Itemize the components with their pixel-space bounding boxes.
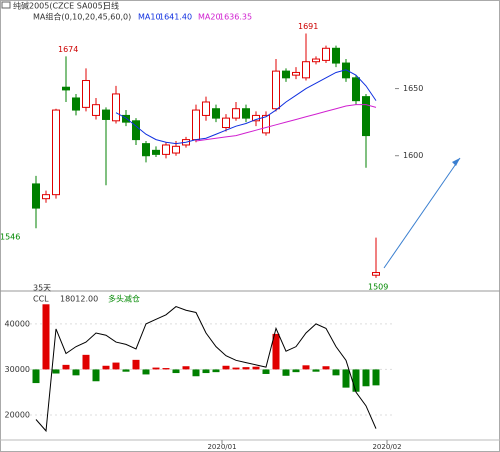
candle-body <box>192 109 200 141</box>
extreme-label: 1546 <box>0 233 20 242</box>
bar <box>192 369 200 377</box>
bar <box>292 369 300 373</box>
y-tick-label: 1650 <box>403 84 423 93</box>
bar <box>362 369 370 387</box>
candle-body <box>122 114 130 123</box>
bar <box>162 368 170 370</box>
ma-line <box>115 69 377 145</box>
candle-body <box>362 96 370 137</box>
bar <box>92 369 100 382</box>
bar <box>302 365 310 370</box>
bar <box>62 364 70 370</box>
indicator: MA组合(0,10,20,45,60,0) <box>33 12 131 22</box>
candle-body <box>322 47 330 61</box>
candle-body <box>172 145 180 154</box>
arrow-head <box>452 158 460 166</box>
x-tick-label: 2020/02 <box>372 443 401 451</box>
extreme-label: 1691 <box>298 22 318 31</box>
bar <box>242 367 250 370</box>
bar <box>212 369 220 373</box>
candle-body <box>232 108 240 119</box>
ma-line <box>195 104 377 142</box>
bar <box>222 365 230 370</box>
candle-body <box>242 108 250 119</box>
candle-body <box>292 71 300 76</box>
candle-body <box>312 58 320 63</box>
bar <box>372 369 380 386</box>
y-tick-label: 20000 <box>5 410 30 419</box>
y-tick-label: 40000 <box>5 319 30 328</box>
candle-body <box>42 194 50 200</box>
bar <box>182 366 190 370</box>
x-tick-label: 2020/01 <box>207 443 236 451</box>
bar <box>312 369 320 372</box>
bar <box>132 359 140 370</box>
y-tick-label: 1600 <box>403 151 423 160</box>
legend-name: MA10 <box>138 13 161 22</box>
bar <box>342 369 350 388</box>
panel-note: 多头减仓 <box>108 294 140 304</box>
candle-body <box>352 77 360 102</box>
extreme-label: 1509 <box>368 282 388 291</box>
bar <box>272 333 280 370</box>
candle-body <box>102 109 110 120</box>
legend-value: 1641.40 <box>159 13 192 22</box>
candle-body <box>302 61 310 79</box>
bar <box>322 366 330 370</box>
candle-body <box>112 93 120 122</box>
candle-body <box>152 149 160 155</box>
position-line <box>35 306 377 433</box>
candle-body <box>32 183 40 209</box>
bar <box>32 369 40 384</box>
bar <box>52 369 60 374</box>
bar <box>172 369 180 374</box>
candle-body <box>52 109 60 196</box>
candle-body <box>142 143 150 157</box>
bar <box>142 369 150 375</box>
candle-body <box>222 117 230 129</box>
panel-value: 18012.00 <box>60 295 98 304</box>
panel-title: CCL <box>33 295 49 304</box>
icon <box>1 1 11 9</box>
bar <box>42 304 50 370</box>
trend-arrow <box>383 157 461 269</box>
candle-body <box>132 120 140 141</box>
chart-title: 纯碱2005(CZCE SA005) <box>13 1 106 11</box>
bar <box>202 369 210 374</box>
bar <box>262 369 270 374</box>
annotation: 35天 <box>33 284 51 293</box>
candle-body <box>62 86 70 91</box>
y-tick-label: 30000 <box>5 365 30 374</box>
extreme-label: 1674 <box>58 45 78 54</box>
candle-body <box>212 108 220 119</box>
bar <box>282 369 290 376</box>
bar <box>252 366 260 370</box>
bar <box>112 362 120 370</box>
candle-body <box>202 101 210 116</box>
candle-body <box>262 114 270 134</box>
candle-body <box>92 104 100 116</box>
bar <box>72 369 80 376</box>
period: 日线 <box>103 1 119 11</box>
bar <box>332 369 340 376</box>
candle-body <box>332 47 340 64</box>
candle-body <box>272 70 280 110</box>
candle-body <box>162 144 170 155</box>
bar <box>122 369 130 372</box>
candle-body <box>72 97 80 111</box>
bar <box>352 369 360 392</box>
bar <box>82 354 90 370</box>
bar <box>152 367 160 370</box>
candle-body <box>282 70 290 79</box>
legend-value: 1636.35 <box>219 13 252 22</box>
bar <box>102 365 110 370</box>
legend-name: MA20 <box>198 13 221 22</box>
bar <box>232 367 240 370</box>
candle-body <box>82 80 90 108</box>
candle-body <box>372 272 380 276</box>
